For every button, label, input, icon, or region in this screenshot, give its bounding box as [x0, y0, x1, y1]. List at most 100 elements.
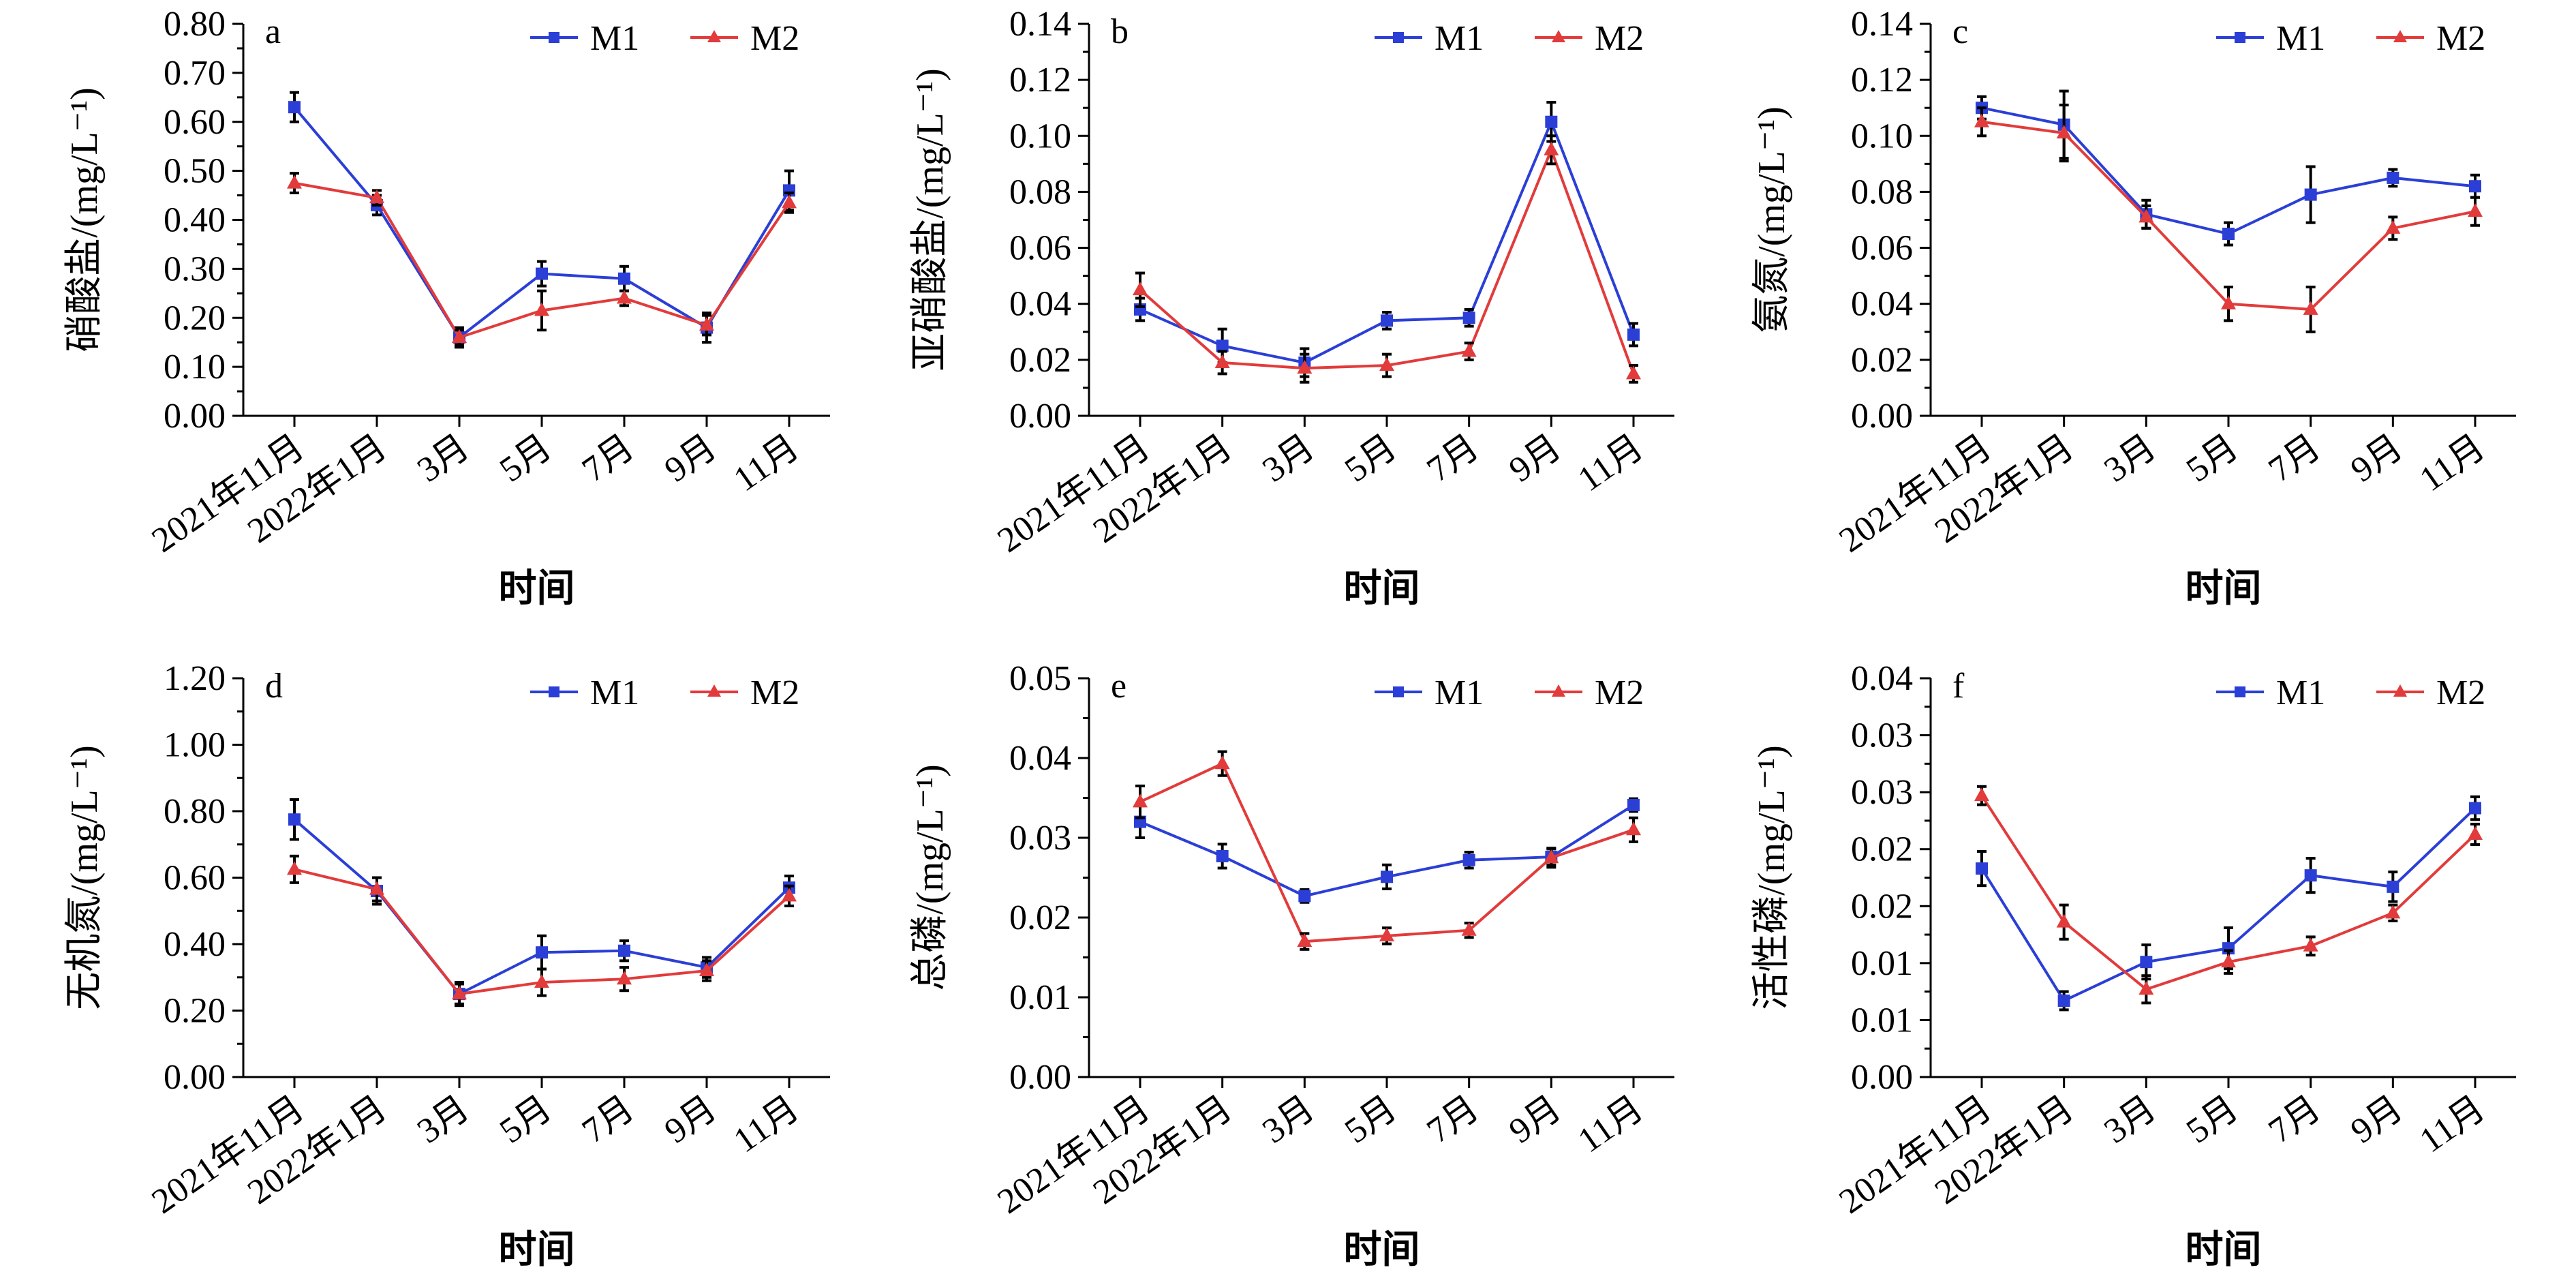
data-point-m2 [2385, 905, 2401, 919]
x-tick-label: 3月 [2098, 427, 2164, 489]
data-point-m2 [369, 881, 384, 895]
legend-label-m2: M2 [2436, 19, 2485, 58]
y-axis-label: 硝酸盐/(mg/L⁻¹) [63, 87, 106, 352]
data-point-m2 [1214, 354, 1230, 368]
data-point-m2 [287, 175, 302, 189]
data-point-m2 [617, 971, 632, 985]
legend-label-m2: M2 [750, 673, 799, 712]
legend-marker [1552, 684, 1565, 697]
data-point-m2 [287, 861, 302, 875]
data-point-m2 [1133, 282, 1148, 296]
legend-marker [707, 684, 721, 697]
x-tick-label: 5月 [2179, 1089, 2245, 1151]
data-point-m1 [1462, 312, 1475, 324]
panel-a: a 硝酸盐/(mg/L⁻¹) 时间 M1 M2 0.00 0.10 0.20 0.30 0.40 0… [63, 5, 830, 611]
legend-label-m2: M2 [1595, 19, 1644, 58]
x-tick-label: 11月 [2413, 1089, 2492, 1160]
data-point-m1 [1627, 328, 1640, 341]
panel-f: f 活性磷/(mg/L⁻¹) 时间 M1 M2 0.00 0.01 0.01 0.02 0.02 0… [1751, 659, 2516, 1272]
data-point-m2 [2303, 301, 2318, 315]
panel-d: d 无机氮/(mg/L⁻¹) 时间 M1 M2 0.00 0.20 0.40 0.60 0.80 1… [63, 659, 830, 1272]
x-tick-label: 9月 [658, 1089, 724, 1151]
y-tick-label: 1.20 [164, 659, 226, 698]
y-tick-label: 0.12 [1851, 61, 1913, 100]
x-tick-label: 11月 [2413, 427, 2492, 499]
x-tick-label: 7月 [2262, 427, 2328, 489]
y-tick-label: 0.06 [1851, 229, 1913, 268]
data-point-m2 [452, 986, 467, 1000]
y-axis-label: 无机氮/(mg/L⁻¹) [63, 745, 106, 1010]
y-tick-label: 0.20 [164, 299, 226, 337]
y-tick-label: 0.02 [1851, 887, 1913, 926]
y-tick-label: 0.04 [1851, 659, 1913, 698]
data-point-m2 [1626, 365, 1641, 380]
data-point-m1 [1216, 849, 1229, 862]
x-tick-label: 5月 [2179, 427, 2245, 489]
y-tick-label: 0.40 [164, 925, 226, 964]
data-point-m1 [2140, 956, 2153, 969]
data-point-m1 [618, 944, 630, 957]
data-point-m1 [618, 272, 630, 285]
data-point-m1 [2469, 180, 2481, 193]
x-tick-label: 3月 [410, 427, 476, 489]
data-point-m2 [617, 290, 632, 304]
data-point-m1 [536, 267, 548, 280]
data-point-m1 [2387, 171, 2399, 184]
data-point-m2 [1379, 357, 1394, 372]
legend-label-m1: M1 [1435, 19, 1484, 58]
x-tick-label: 11月 [1571, 1089, 1651, 1160]
data-point-m1 [288, 101, 301, 114]
y-tick-label: 0.01 [1009, 978, 1071, 1017]
y-tick-label: 0.02 [1009, 898, 1071, 937]
data-point-m2 [1544, 141, 1559, 155]
y-tick-label: 0.60 [164, 859, 226, 898]
x-tick-label: 11月 [1571, 427, 1651, 499]
panel-letter: e [1111, 667, 1126, 706]
data-point-m2 [699, 963, 714, 976]
y-tick-label: 0.02 [1851, 341, 1913, 380]
data-point-m2 [1544, 849, 1559, 864]
legend-marker [1552, 30, 1565, 42]
y-tick-label: 0.60 [164, 103, 226, 142]
x-tick-label: 5月 [493, 427, 559, 489]
y-tick-label: 0.02 [1851, 830, 1913, 869]
panel-letter: f [1952, 667, 1965, 706]
panel-letter: c [1952, 12, 1968, 51]
x-tick-label: 7月 [575, 1089, 641, 1151]
y-tick-label: 0.00 [1851, 397, 1913, 436]
x-tick-label: 11月 [727, 1089, 806, 1160]
legend-marker [549, 686, 559, 697]
legend-marker [1393, 32, 1404, 43]
y-tick-label: 0.08 [1009, 172, 1071, 211]
data-point-m2 [1626, 821, 1641, 836]
x-axis-label: 时间 [499, 1228, 575, 1272]
data-point-m2 [2468, 203, 2483, 217]
data-point-m1 [2469, 802, 2481, 815]
legend-label-m1: M1 [2276, 673, 2325, 712]
y-tick-label: 0.04 [1851, 285, 1913, 324]
x-tick-label: 7月 [1420, 1089, 1486, 1151]
y-tick-label: 0.00 [1009, 1058, 1071, 1097]
y-tick-label: 0.10 [164, 348, 226, 387]
panel-letter: a [265, 12, 281, 51]
series-line-m2 [1981, 120, 2476, 311]
y-tick-label: 0.00 [164, 1058, 226, 1097]
data-point-m1 [1298, 890, 1311, 903]
y-tick-label: 0.80 [164, 5, 226, 44]
data-point-m1 [1627, 799, 1640, 812]
legend-label-m1: M1 [590, 19, 639, 58]
data-point-m1 [536, 946, 548, 959]
y-tick-label: 0.50 [164, 152, 226, 191]
y-tick-label: 0.14 [1009, 5, 1071, 44]
x-tick-label: 7月 [1420, 427, 1486, 489]
x-axis-label: 时间 [1344, 566, 1420, 611]
x-axis-label: 时间 [1344, 1228, 1420, 1272]
legend-marker [2235, 32, 2245, 43]
x-tick-label: 3月 [1256, 427, 1322, 489]
data-point-m2 [2303, 937, 2318, 952]
y-tick-label: 0.04 [1009, 285, 1071, 324]
data-point-m2 [2056, 913, 2072, 928]
y-tick-label: 0.03 [1851, 773, 1913, 812]
x-tick-label: 7月 [575, 427, 641, 489]
